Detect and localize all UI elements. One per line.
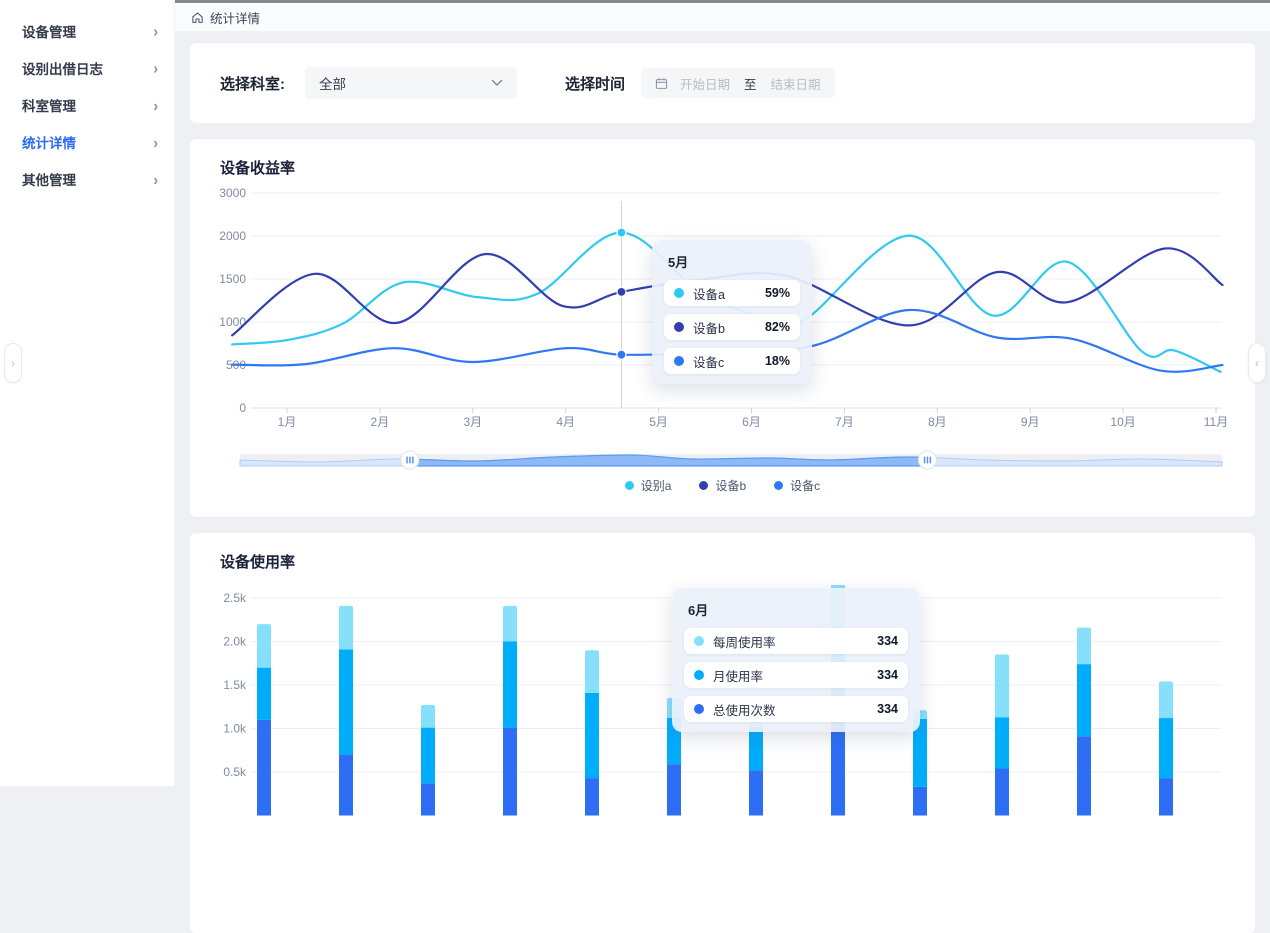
svg-text:5月: 5月 [649, 415, 668, 429]
series-dot [674, 322, 684, 332]
revenue-chart-card: 设备收益率 0 500 1000 1500 2000 3000 1月 2月 3月 4月 5月 6月 7月… [190, 139, 1255, 517]
tooltip-row: 每周使用率 334 [684, 628, 908, 654]
sidebar-item-label: 统计详情 [22, 135, 76, 151]
svg-text:0.5k: 0.5k [223, 765, 247, 779]
time-filter-label: 选择时间 [565, 75, 626, 93]
sidebar-item-statistics[interactable]: 统计详情 › [0, 123, 174, 160]
legend-dot [774, 481, 784, 490]
sidebar-item-label: 其他管理 [22, 172, 76, 188]
series-name: 月使用率 [713, 669, 764, 684]
sidebar-item-department-management[interactable]: 科室管理 › [0, 86, 174, 123]
svg-text:2月: 2月 [371, 415, 390, 429]
svg-text:4月: 4月 [556, 415, 575, 429]
start-date-placeholder[interactable]: 开始日期 [680, 77, 731, 92]
usage-chart-tooltip: 6月 每周使用率 334 月使用率 334 总使用次数 334 [672, 588, 920, 732]
svg-text:8月: 8月 [928, 415, 947, 429]
usage-chart-title: 设备使用率 [220, 554, 296, 571]
tooltip-row: 设备b 82% [664, 314, 800, 340]
legend-label: 设备b [715, 479, 747, 493]
svg-text:1月: 1月 [278, 415, 297, 429]
sidebar-item-device-management[interactable]: 设备管理 › [0, 12, 174, 49]
tooltip-title: 6月 [688, 603, 709, 618]
chevron-right-icon: › [153, 169, 158, 188]
tooltip-row: 设备c 18% [664, 348, 800, 374]
svg-text:3000: 3000 [219, 186, 246, 200]
end-date-placeholder[interactable]: 结束日期 [770, 77, 821, 92]
legend-label: 设别a [640, 479, 672, 493]
sidebar-item-loan-log[interactable]: 设别出借日志 › [0, 49, 174, 86]
sidebar-item-label: 科室管理 [22, 98, 76, 114]
department-filter-label: 选择科室: [220, 75, 285, 93]
svg-text:7月: 7月 [835, 415, 854, 429]
series-dot [694, 704, 704, 714]
svg-text:11月: 11月 [1204, 415, 1228, 429]
usage-chart-card: 设备使用率 0.5k 1.0k 1.5k 2.0k 2.5k 6月 每周使用率 334 … [190, 533, 1255, 933]
svg-text:6月: 6月 [742, 415, 761, 429]
sidebar-expand-button[interactable]: › [4, 343, 22, 383]
chevron-right-icon: › [153, 21, 158, 40]
revenue-chart-tooltip: 5月 设备a 59% 设备b 82% 设备c 18% [652, 240, 812, 384]
breadcrumb: 统计详情 [175, 3, 1270, 31]
sidebar-item-label: 设别出借日志 [22, 61, 103, 77]
series-name: 设备a [693, 287, 725, 302]
revenue-chart-title: 设备收益率 [220, 160, 296, 177]
series-value: 334 [877, 634, 898, 648]
tooltip-row: 设备a 59% [664, 280, 800, 306]
series-value: 59% [764, 286, 790, 300]
svg-text:2000: 2000 [219, 229, 246, 243]
legend-item-series-b[interactable]: 设备b [699, 477, 746, 494]
svg-text:2.0k: 2.0k [223, 635, 247, 649]
home-icon [191, 11, 204, 24]
tooltip-row: 总使用次数 334 [684, 696, 908, 722]
series-value: 334 [877, 668, 898, 682]
sidebar: 设备管理 › 设别出借日志 › 科室管理 › 统计详情 › 其他管理 › [0, 0, 175, 786]
panel-collapse-button[interactable]: ‹ [1248, 343, 1266, 383]
series-name: 设备c [693, 355, 725, 370]
date-range-picker[interactable]: 开始日期 至 结束日期 [641, 68, 835, 98]
svg-text:2.5k: 2.5k [223, 591, 247, 605]
revenue-chart-zoom-slider[interactable] [210, 450, 1235, 470]
legend-item-series-c[interactable]: 设备c [774, 477, 820, 494]
series-value: 334 [877, 702, 898, 716]
svg-text:1.0k: 1.0k [223, 722, 247, 736]
chevron-right-icon: › [153, 58, 158, 77]
svg-text:3月: 3月 [463, 415, 482, 429]
series-dot [674, 356, 684, 366]
chevron-right-icon: › [153, 95, 158, 114]
svg-text:9月: 9月 [1021, 415, 1040, 429]
series-name: 总使用次数 [713, 703, 776, 718]
chevron-right-icon: › [153, 132, 158, 151]
series-name: 每周使用率 [713, 635, 776, 650]
main-content: 统计详情 选择科室: 全部 选择时间 开始日期 至 结束日期 [175, 0, 1270, 933]
tooltip-title: 5月 [668, 255, 689, 270]
svg-text:10月: 10月 [1110, 415, 1135, 429]
series-name: 设备b [693, 321, 725, 336]
date-separator: 至 [744, 77, 757, 92]
svg-text:1.5k: 1.5k [223, 678, 247, 692]
tooltip-row: 月使用率 334 [684, 662, 908, 688]
legend-item-series-a[interactable]: 设别a [624, 477, 672, 494]
legend-label: 设备c [790, 479, 821, 493]
sidebar-item-label: 设备管理 [22, 24, 76, 40]
series-value: 82% [764, 320, 790, 334]
legend-dot [624, 481, 634, 490]
revenue-chart-legend: 设别a 设备b 设备c [190, 477, 1255, 494]
series-dot [694, 636, 704, 646]
series-dot [674, 288, 684, 298]
series-value: 18% [764, 354, 790, 368]
svg-text:1000: 1000 [219, 315, 246, 329]
svg-text:0: 0 [239, 401, 246, 415]
department-select[interactable]: 全部 [305, 67, 517, 99]
chevron-down-icon [491, 79, 503, 87]
window-top-strip [175, 0, 1270, 3]
legend-dot [699, 481, 709, 490]
filter-panel: 选择科室: 全部 选择时间 开始日期 至 结束日期 [190, 43, 1255, 123]
series-dot [694, 670, 704, 680]
breadcrumb-title[interactable]: 统计详情 [210, 11, 261, 26]
svg-text:1500: 1500 [219, 272, 246, 286]
sidebar-item-other-management[interactable]: 其他管理 › [0, 160, 174, 197]
calendar-icon [655, 77, 668, 90]
department-select-value: 全部 [319, 77, 346, 92]
